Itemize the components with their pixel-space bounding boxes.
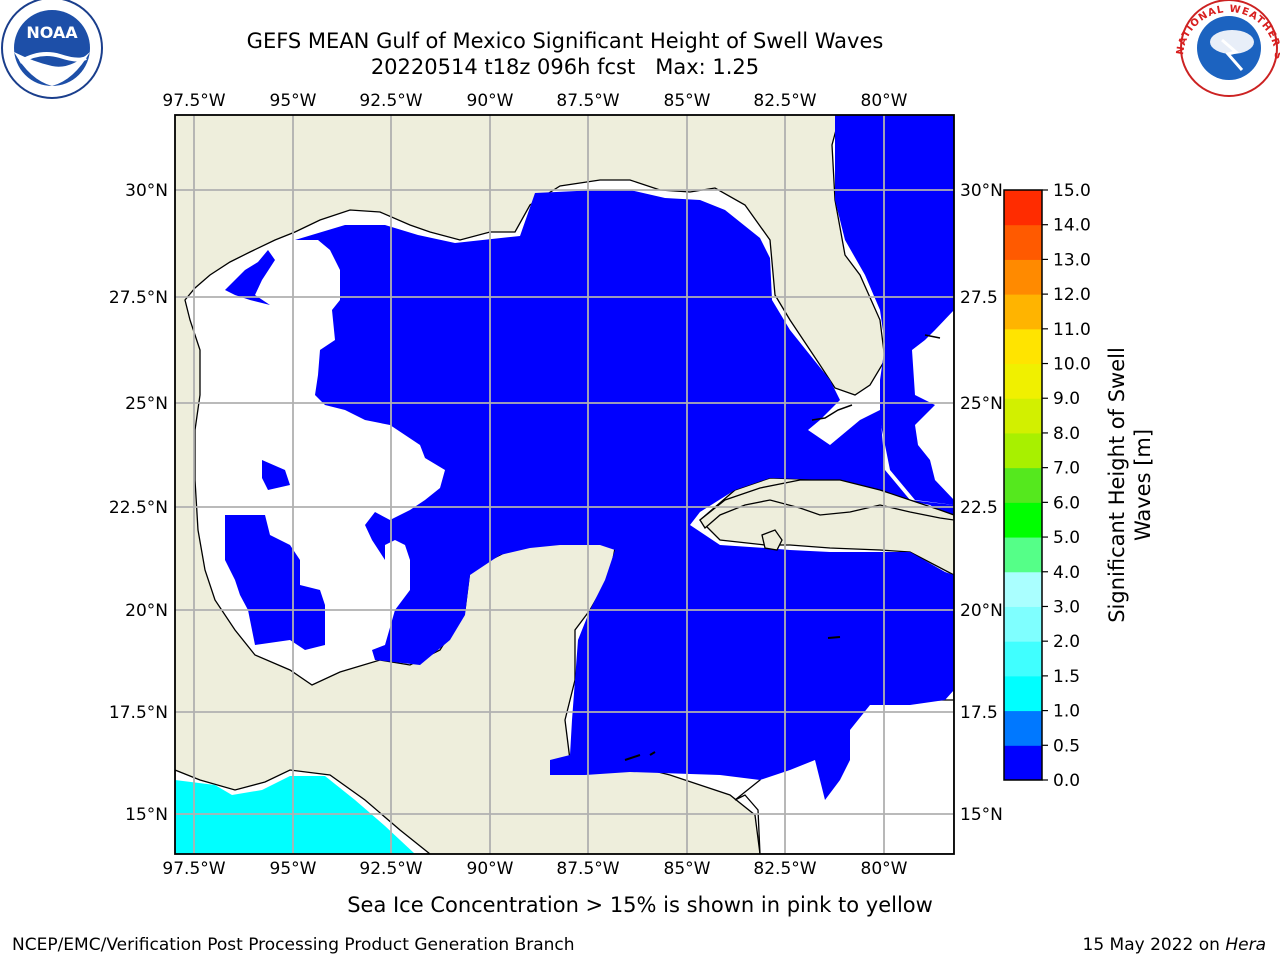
west-gulf-swell-blue-2 [225,250,275,305]
footer-host: Hera [1225,935,1266,955]
lat-tick-label: 22.5°N [109,498,168,518]
lat-tick-label: 15°N [960,805,1003,825]
lat-tick-label: 30°N [960,181,1003,201]
atlantic-swell-blue [835,115,954,505]
isle-of-youth [761,529,783,551]
noaa-logo-text: NOAA [26,23,78,42]
lon-ticks-top: 97.5°W 95°W 92.5°W 90°W 87.5°W 85°W 82.5… [162,91,907,111]
footer-date-text: 15 May 2022 on [1083,935,1226,955]
colorbar-tick-label: 4.0 [1053,563,1080,583]
colorbar-tick-label: 14.0 [1053,216,1091,236]
colorbar-segment [1004,467,1042,503]
lat-tick-label: 20°N [125,601,168,621]
lat-tick-label: 27.5 [960,288,998,308]
lat-tick-label: 27.5°N [109,288,168,308]
lon-tick-label: 97.5°W [162,91,225,111]
colorbar-tick-label: 8.0 [1053,424,1080,444]
lat-tick-label: 17.5°N [109,703,168,723]
colorbar-segment [1004,537,1042,573]
footer-producer: NCEP/EMC/Verification Post Processing Pr… [12,935,575,955]
colorbar-segment [1004,294,1042,330]
west-gulf-swell-blue [225,515,325,650]
lon-tick-label: 82.5°W [753,859,816,879]
colorbar-tick-label: 9.0 [1053,389,1080,409]
map-frame [174,114,955,855]
colorbar-tick-label: 0.5 [1053,736,1080,756]
lat-tick-label: 30°N [125,181,168,201]
footer-date: 15 May 2022 on Hera [1083,935,1267,955]
bay-islands [624,751,656,761]
colorbar-segment [1004,571,1042,607]
colorbar-tick-label: 0.0 [1053,771,1080,791]
colorbar-tick-label: 3.0 [1053,597,1080,617]
colorbar-label-line1: Significant Height of Swell [1105,347,1129,623]
lon-tick-label: 90°W [467,91,514,111]
west-gulf-swell-blue-3 [262,460,290,490]
colorbar-segment [1004,641,1042,677]
colorbar-tick-label: 11.0 [1053,320,1091,340]
colorbar-label: Significant Height of Swell Waves [m] [1105,347,1155,623]
lon-tick-label: 95°W [270,859,317,879]
colorbar-segment [1004,606,1042,642]
colorbar-segment [1004,675,1042,712]
lon-tick-label: 82.5°W [753,91,816,111]
chart-subtitle: 20220514 t18z 096h fcst Max: 1.25 [371,55,759,79]
lat-tick-label: 20°N [960,601,1003,621]
lon-tick-label: 80°W [861,859,908,879]
colorbar-segment [1004,190,1042,226]
lat-tick-label: 25°N [125,394,168,414]
colorbar-tick-label: 10.0 [1053,355,1091,375]
lat-tick-label: 17.5 [960,703,998,723]
colorbar-tick-label: 1.5 [1053,667,1080,687]
colorbar-segment [1004,502,1042,538]
colorbar-segment [1004,259,1042,295]
sea-ice-note: Sea Ice Concentration > 15% is shown in … [347,893,933,917]
map-area [174,114,955,855]
lon-tick-label: 87.5°W [556,859,619,879]
lon-tick-label: 92.5°W [359,91,422,111]
lon-ticks-bottom: 97.5°W 95°W 92.5°W 90°W 87.5°W 85°W 82.5… [162,859,907,879]
chart-title: GEFS MEAN Gulf of Mexico Significant Hei… [247,29,884,53]
colorbar-segment [1004,328,1042,365]
colorbar-segment [1004,224,1042,260]
colorbar-tick-label: 13.0 [1053,250,1091,270]
colorbar-tick-label: 5.0 [1053,528,1080,548]
lon-tick-label: 90°W [467,859,514,879]
colorbar-tick-label: 2.0 [1053,632,1080,652]
lat-ticks-right: 30°N 27.5 25°N 22.5 20°N 17.5 15°N [960,181,1003,825]
lon-tick-label: 87.5°W [556,91,619,111]
colorbar-tick-label: 1.0 [1053,702,1080,722]
colorbar-segment [1004,398,1042,434]
lon-tick-label: 85°W [664,91,711,111]
lon-tick-label: 80°W [861,91,908,111]
colorbar-tick-label: 6.0 [1053,493,1080,513]
lon-tick-label: 85°W [664,859,711,879]
colorbar-tick-label: 12.0 [1053,285,1091,305]
colorbar: 0.0 0.5 1.0 1.5 2.0 3.0 4.0 5.0 6.0 7.0 8.0 9.0 10.0… [1003,181,1091,791]
lon-tick-label: 92.5°W [359,859,422,879]
colorbar-tick-label: 15.0 [1053,181,1091,201]
lon-tick-label: 97.5°W [162,859,225,879]
lat-tick-label: 25°N [960,394,1003,414]
colorbar-segment [1004,710,1042,746]
noaa-logo: NOAA [1,0,103,99]
gulf-swell-blue [295,190,954,800]
colorbar-segment [1004,432,1042,469]
colorbar-tick-label: 7.0 [1053,459,1080,479]
cuba [699,479,954,529]
gridlines [175,115,954,854]
colorbar-segment [1004,363,1042,399]
colorbar-segment [1004,745,1042,781]
florida-keys [811,404,853,421]
bahamas [924,334,941,339]
lat-tick-label: 22.5 [960,498,998,518]
colorbar-frame [1003,189,1043,781]
lat-ticks-left: 30°N 27.5°N 25°N 22.5°N 20°N 17.5°N 15°N [109,181,168,825]
pacific-cyan-swell [175,776,415,854]
cayman [827,636,841,639]
lon-tick-label: 95°W [270,91,317,111]
colorbar-label-line2: Waves [m] [1131,429,1155,541]
lat-tick-label: 15°N [125,805,168,825]
